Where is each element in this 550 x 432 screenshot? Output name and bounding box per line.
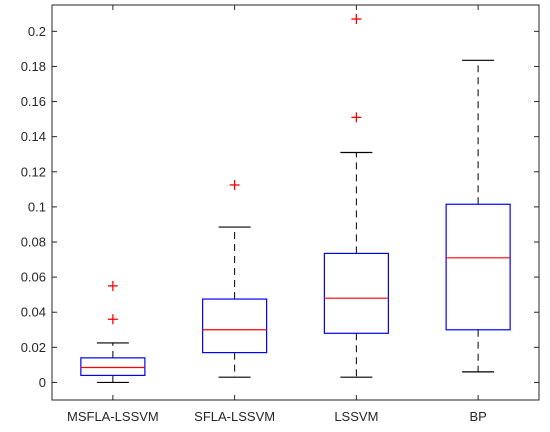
boxes-layer <box>80 14 511 384</box>
x-tick-label: LSSVM <box>334 409 378 424</box>
outlier-marker <box>351 112 362 123</box>
box-group <box>323 14 389 378</box>
outlier-marker <box>107 280 118 291</box>
plot-frame <box>51 4 540 401</box>
box-iqr <box>445 203 511 331</box>
y-tick-label: 0.2 <box>28 24 46 39</box>
outlier-marker <box>351 14 362 25</box>
outlier-marker <box>107 314 118 325</box>
y-tick-label: 0 <box>39 375 46 390</box>
box-iqr <box>80 357 146 377</box>
y-tick-label: 0.1 <box>28 199 46 214</box>
box-group <box>445 59 511 373</box>
x-axis: MSFLA-LSSVM SFLA-LSSVM LSSVM BP <box>67 5 487 424</box>
box-iqr <box>323 252 389 334</box>
y-tick-label: 0.02 <box>21 340 46 355</box>
box-group <box>80 280 146 384</box>
y-tick-label: 0.18 <box>21 59 46 74</box>
y-tick-label: 0.16 <box>21 94 46 109</box>
y-tick-label: 0.14 <box>21 129 46 144</box>
outlier-marker <box>229 179 240 190</box>
y-tick-label: 0.04 <box>21 305 46 320</box>
y-tick-label: 0.06 <box>21 270 46 285</box>
y-axis: 0 0.02 0.04 0.06 0.08 0.1 0.12 0.14 0.16 0.18 0.2 <box>21 24 539 390</box>
y-tick-label: 0.08 <box>21 235 46 250</box>
x-tick-label: BP <box>469 409 486 424</box>
box-group <box>202 179 268 378</box>
x-tick-label: MSFLA-LSSVM <box>67 409 159 424</box>
y-tick-label: 0.12 <box>21 164 46 179</box>
x-tick-label: SFLA-LSSVM <box>194 409 275 424</box>
box-iqr <box>202 298 268 354</box>
